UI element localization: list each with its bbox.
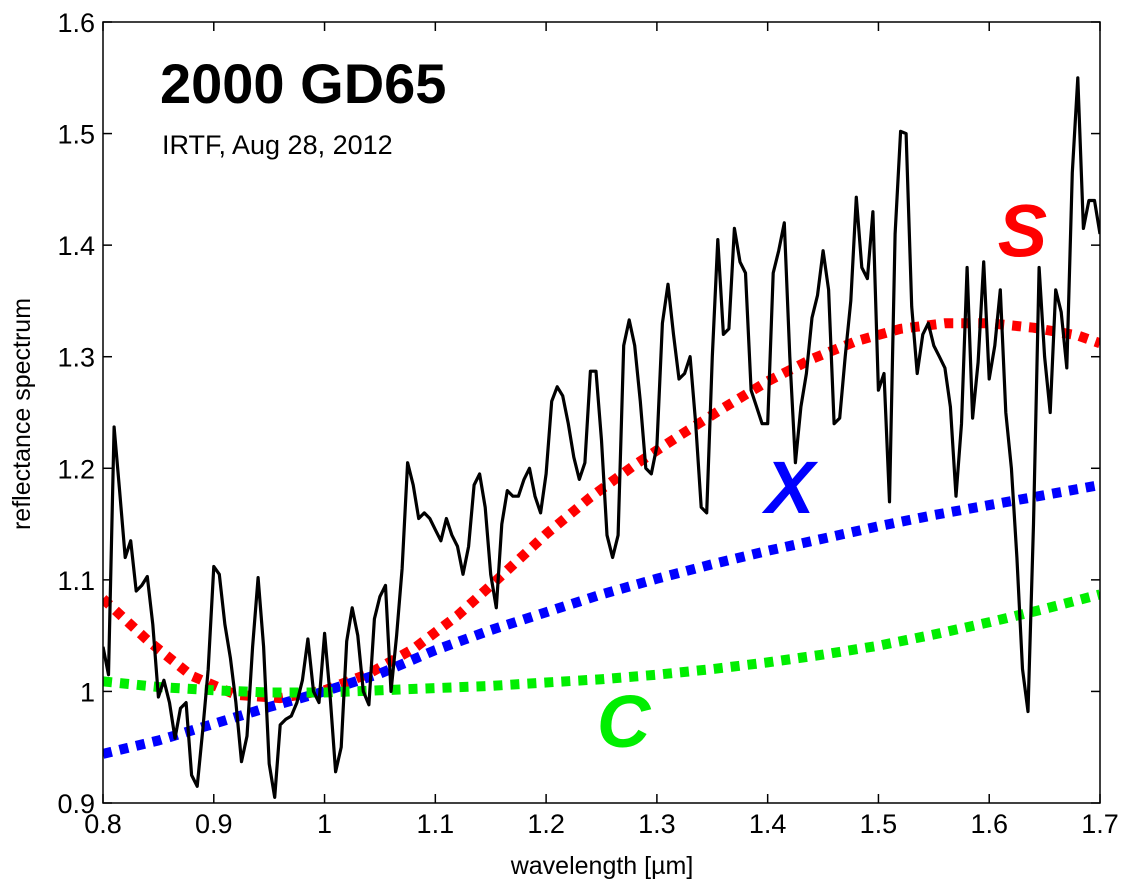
x-tick-label: 1.3	[638, 809, 676, 839]
x-tick-label: 1.4	[749, 809, 787, 839]
spectrum-line	[103, 76, 1100, 799]
ticks-layer: 0.8 0.9 1 1.1 1.2 1.3 1.4 1.5 1.6 1.70.911.11.21.…	[57, 8, 1118, 839]
y-tick-label: 1.2	[57, 454, 95, 484]
chart-title: 2000 GD65	[160, 52, 446, 115]
series-tag-c: C	[597, 680, 652, 763]
x-tick-label: 1	[317, 809, 332, 839]
model-curve-x	[103, 480, 1100, 759]
y-tick-label: 1.1	[57, 566, 95, 596]
y-tick-label: 1.4	[57, 231, 95, 261]
chart-subtitle: IRTF, Aug 28, 2012	[162, 130, 393, 160]
series-tag-x: X	[761, 446, 819, 529]
plot-area: 0.8 0.9 1 1.1 1.2 1.3 1.4 1.5 1.6 1.70.911.11.21.…	[57, 8, 1118, 839]
x-tick-label: 0.8	[84, 809, 122, 839]
x-tick-label: 0.9	[195, 809, 233, 839]
x-tick-label: 1.2	[527, 809, 565, 839]
x-tick-label: 1.5	[860, 809, 898, 839]
annotation-layer: S X C	[597, 189, 1047, 763]
x-tick-label: 1.1	[417, 809, 455, 839]
plot-frame	[102, 21, 1101, 804]
series-layer	[103, 76, 1100, 799]
x-tick-label: 1.7	[1081, 809, 1119, 839]
y-tick-label: 1	[80, 677, 95, 707]
model-curve-c	[103, 589, 1100, 698]
y-tick-label: 1.3	[57, 343, 95, 373]
y-tick-label: 1.6	[57, 8, 95, 38]
y-axis-label: reflectance spectrum	[8, 298, 36, 530]
y-tick-label: 0.9	[57, 789, 95, 819]
x-tick-label: 1.6	[970, 809, 1008, 839]
series-tag-s: S	[998, 189, 1047, 272]
y-tick-label: 1.5	[57, 120, 95, 150]
x-axis-label: wavelength [µm]	[510, 852, 694, 880]
model-curve-s	[103, 318, 1100, 704]
